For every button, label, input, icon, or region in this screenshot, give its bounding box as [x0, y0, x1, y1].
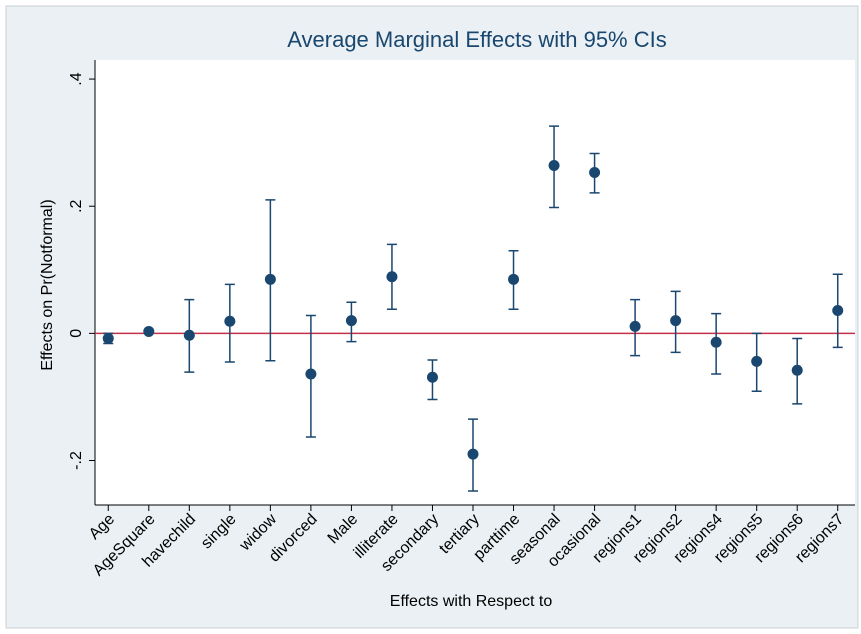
point-estimate [102, 332, 114, 344]
y-tick-label: .4 [68, 72, 85, 85]
point-estimate [710, 336, 722, 348]
point-estimate [751, 355, 763, 367]
point-estimate [548, 160, 560, 172]
point-estimate [305, 368, 317, 380]
x-axis-title: Effects with Respect to [390, 593, 553, 610]
point-estimate [345, 315, 357, 327]
point-estimate [832, 304, 844, 316]
point-estimate [426, 371, 438, 383]
y-tick-label: 0 [68, 329, 85, 338]
point-estimate [670, 315, 682, 327]
point-estimate [467, 448, 479, 460]
point-estimate [589, 167, 601, 179]
plot-region [95, 60, 855, 505]
y-tick-label: -.2 [68, 451, 85, 470]
point-estimate [224, 315, 236, 327]
point-estimate [264, 273, 276, 285]
point-estimate [629, 320, 641, 332]
y-tick-label: .2 [68, 199, 85, 212]
y-axis-title: Effects on Pr(Notformal) [39, 199, 56, 370]
chart-title: Average Marginal Effects with 95% CIs [287, 27, 666, 52]
point-estimate [508, 273, 520, 285]
point-estimate [791, 364, 803, 376]
point-estimate [183, 329, 195, 341]
point-estimate [143, 325, 155, 337]
point-estimate [386, 271, 398, 283]
